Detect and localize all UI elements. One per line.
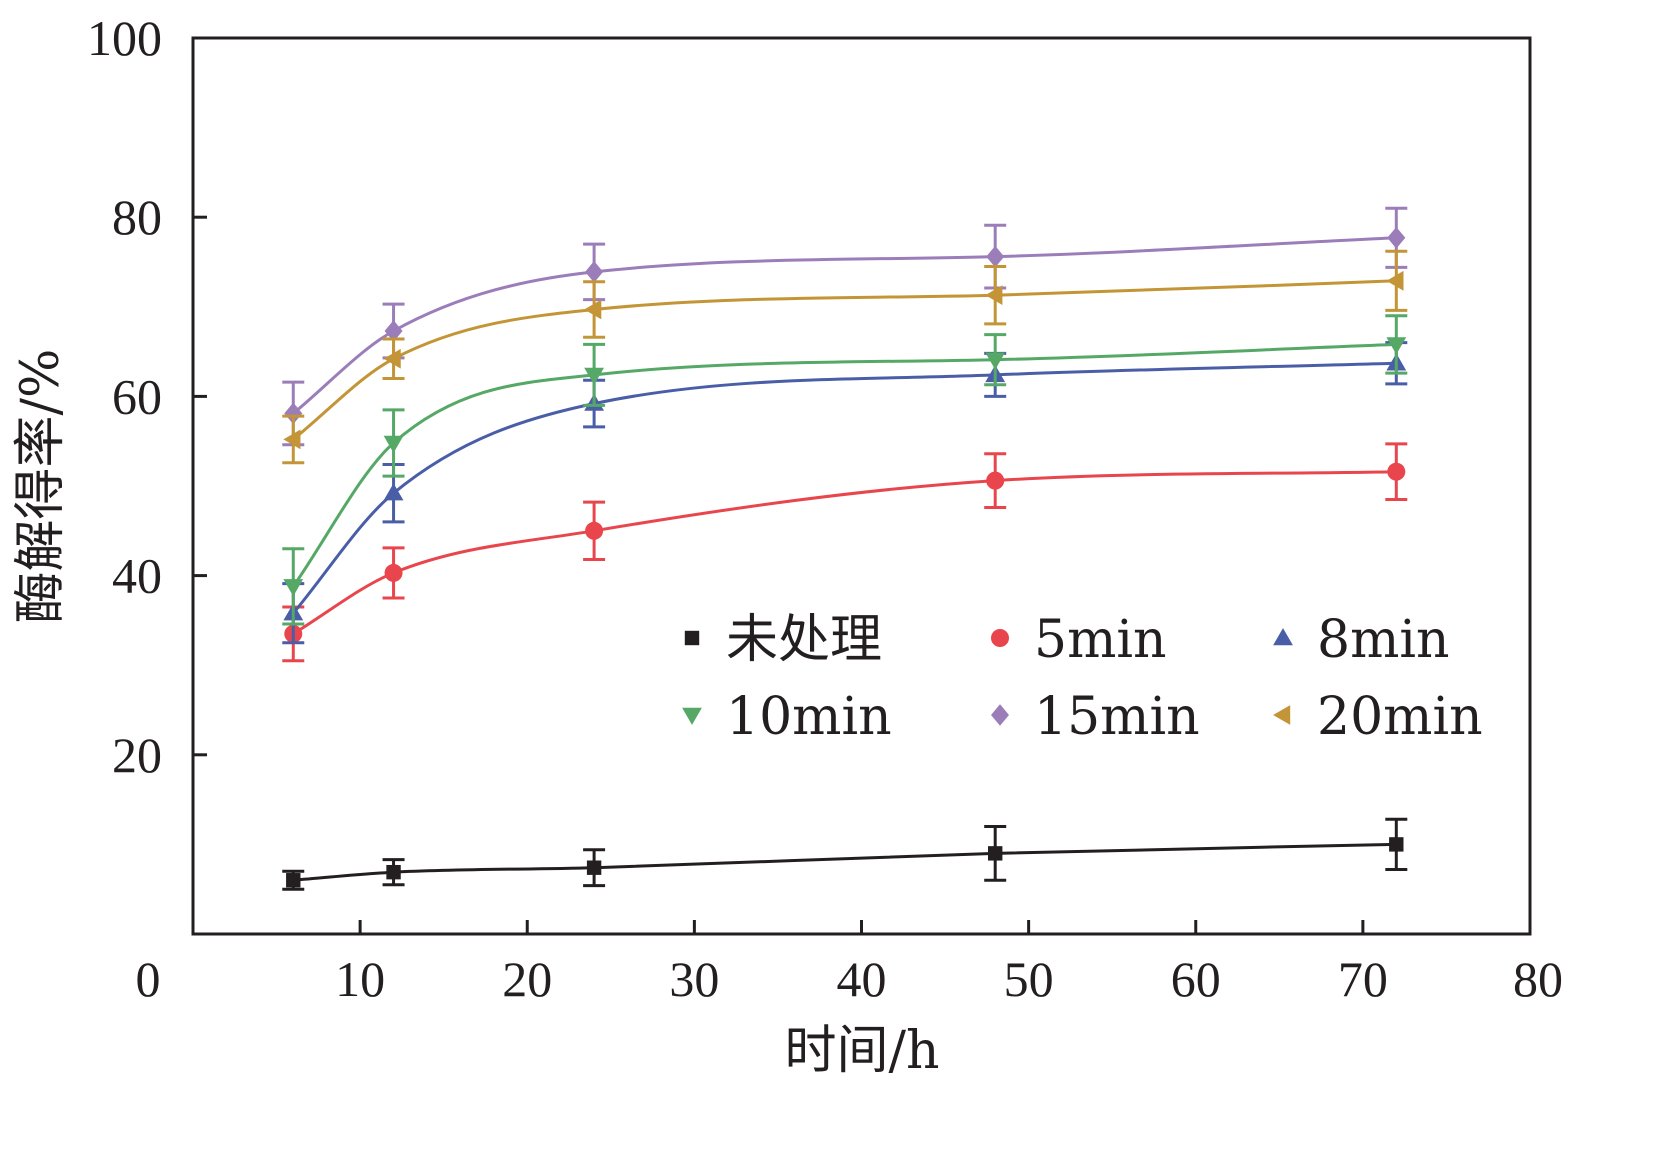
x-tick-label: 60 — [1171, 951, 1221, 1007]
data-point — [584, 367, 604, 385]
series-2 — [282, 442, 1408, 663]
data-point — [586, 860, 602, 875]
legend-marker — [1273, 628, 1293, 646]
legend-marker — [991, 629, 1009, 647]
series-5 — [282, 206, 1408, 447]
legend-label: 未处理 — [726, 610, 882, 670]
series-line — [292, 342, 1397, 588]
legend-label: 20min — [1317, 687, 1483, 747]
x-tick-label: 0 — [136, 951, 161, 1007]
data-point — [584, 299, 602, 320]
data-point — [985, 285, 1003, 306]
legend-label: 5min — [1034, 610, 1167, 670]
series-line — [292, 236, 1397, 415]
data-point — [986, 471, 1005, 490]
x-tick-label: 30 — [669, 951, 719, 1007]
data-point — [383, 435, 404, 453]
series-3 — [282, 341, 1408, 645]
data-point — [1387, 227, 1406, 249]
legend-label: 10min — [726, 687, 892, 747]
data-point — [1386, 270, 1404, 291]
data-point — [386, 864, 401, 880]
data-point — [988, 846, 1003, 861]
series-4 — [282, 314, 1408, 626]
legend-label: 15min — [1034, 687, 1200, 747]
legend-item: 20min — [1273, 687, 1483, 747]
data-point — [985, 352, 1006, 370]
legend-marker — [1273, 705, 1291, 725]
x-tick-label: 20 — [502, 951, 552, 1007]
legend-item: 8min — [1273, 610, 1450, 670]
data-point — [286, 873, 301, 888]
data-point — [986, 245, 1005, 268]
legend-marker — [991, 704, 1009, 726]
legend-item: 15min — [991, 687, 1200, 747]
data-point — [384, 563, 403, 582]
y-tick-label: 100 — [87, 10, 162, 66]
legend-marker — [682, 707, 702, 725]
series-line — [292, 279, 1397, 441]
data-point — [1387, 462, 1406, 481]
data-point — [383, 483, 404, 501]
series-line — [293, 842, 1397, 882]
legend-item: 5min — [991, 610, 1167, 670]
y-axis: 20 40 60 80 100 — [87, 10, 207, 783]
legend-item: 未处理 — [684, 610, 882, 670]
x-axis-title: 时间/h — [784, 1021, 939, 1081]
data-point — [1386, 337, 1407, 355]
y-tick-label: 20 — [112, 727, 162, 783]
y-tick-label: 80 — [112, 189, 162, 245]
y-tick-label: 40 — [112, 548, 162, 604]
data-point — [383, 348, 401, 369]
x-tick-label: 70 — [1338, 951, 1388, 1007]
data-point — [283, 429, 301, 450]
y-axis-title: 酶解得率/% — [11, 349, 71, 624]
series-6 — [282, 249, 1408, 465]
series-layer — [282, 206, 1408, 891]
legend-marker — [684, 630, 700, 646]
x-tick-label: 50 — [1004, 951, 1054, 1007]
legend: 未处理 5min 8min 10min 15min 20min — [682, 610, 1483, 747]
series-1 — [282, 817, 1408, 891]
y-tick-label: 60 — [112, 368, 162, 424]
x-tick-label: 10 — [335, 951, 385, 1007]
x-tick-label: 80 — [1513, 951, 1563, 1007]
x-axis: 0 10 20 30 40 50 60 70 80 — [136, 920, 1563, 1007]
data-point — [283, 579, 304, 597]
data-point — [284, 402, 303, 425]
data-point — [585, 261, 604, 283]
legend-item: 10min — [682, 687, 892, 747]
data-point — [1389, 837, 1404, 852]
x-tick-label: 40 — [837, 951, 887, 1007]
legend-label: 8min — [1317, 610, 1450, 670]
data-point — [585, 521, 604, 540]
data-point — [384, 320, 403, 342]
